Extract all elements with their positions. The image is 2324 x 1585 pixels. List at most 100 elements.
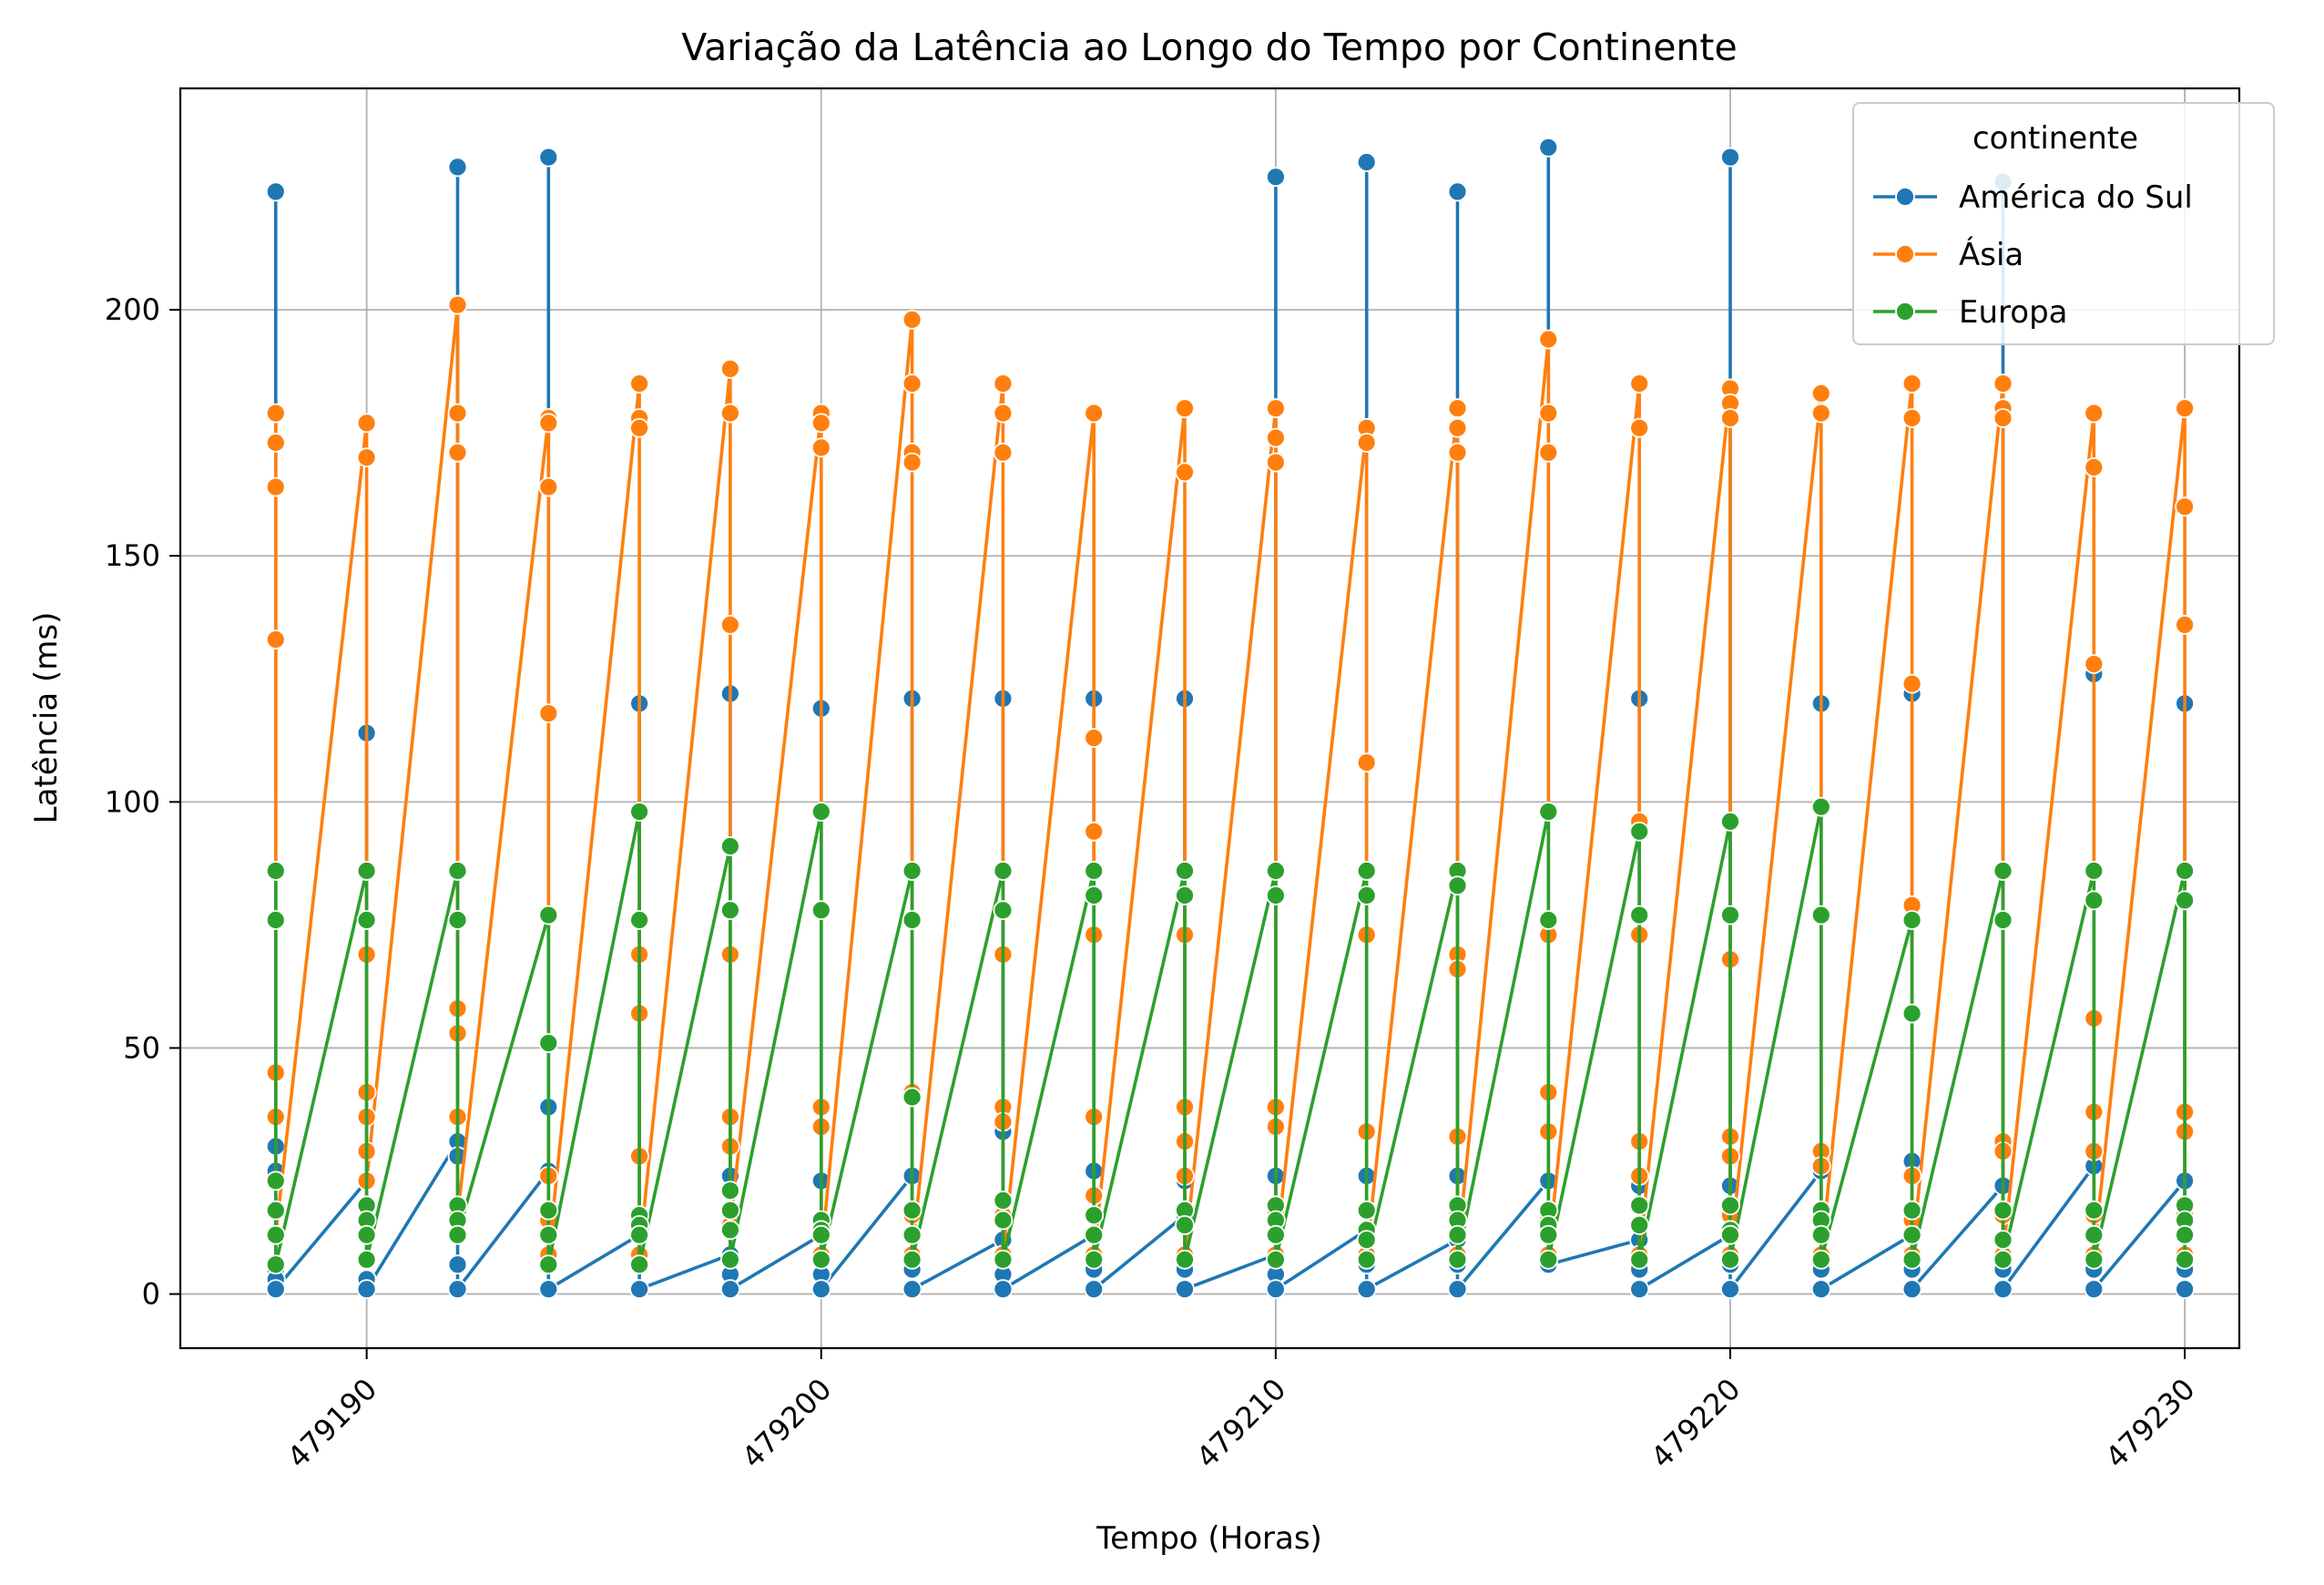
- data-point: [1266, 861, 1286, 881]
- data-point: [810, 413, 831, 434]
- series-2: [265, 796, 2196, 1275]
- data-point: [1447, 1279, 1468, 1300]
- data-point: [1810, 905, 1831, 925]
- data-point: [1993, 408, 2013, 428]
- data-point: [1084, 403, 1105, 424]
- data-point: [1266, 1249, 1286, 1270]
- data-point: [1084, 885, 1105, 905]
- data-point: [1720, 1195, 1740, 1216]
- data-point: [447, 1224, 468, 1245]
- data-point: [1266, 398, 1286, 419]
- legend-box: [1852, 102, 2275, 345]
- data-point: [2175, 1249, 2196, 1270]
- data-point: [1447, 1224, 1468, 1245]
- data-point: [1720, 1224, 1740, 1245]
- legend-label: Europa: [1959, 294, 2067, 331]
- data-point: [720, 1249, 740, 1270]
- data-point: [629, 1279, 649, 1300]
- data-point: [1084, 821, 1105, 842]
- data-point: [1266, 167, 1286, 188]
- data-point: [1266, 885, 1286, 905]
- data-point: [902, 861, 922, 881]
- data-point: [1720, 1249, 1740, 1270]
- data-point: [447, 1254, 468, 1275]
- data-point: [447, 403, 468, 424]
- data-point: [629, 1224, 649, 1245]
- data-point: [538, 1224, 559, 1245]
- data-point: [1993, 861, 2013, 881]
- data-point: [2175, 890, 2196, 911]
- data-point: [2084, 890, 2105, 911]
- data-point: [2084, 1224, 2105, 1245]
- legend-entry: América do Sul: [1873, 179, 2193, 216]
- data-point: [1175, 1215, 1195, 1235]
- data-point: [1538, 1249, 1559, 1270]
- data-point: [356, 413, 377, 434]
- legend: continente América do Sul Ásia Europa: [1852, 102, 2275, 345]
- data-point: [902, 452, 922, 473]
- data-point: [265, 433, 286, 453]
- legend-marker: [1895, 302, 1915, 322]
- data-point: [538, 703, 559, 723]
- data-point: [2175, 861, 2196, 881]
- data-point: [993, 1210, 1014, 1231]
- data-point: [810, 900, 831, 921]
- data-point: [1356, 1230, 1377, 1250]
- data-point: [265, 1171, 286, 1191]
- data-point: [1810, 1279, 1831, 1300]
- data-point: [629, 1254, 649, 1275]
- data-point: [1629, 905, 1650, 925]
- data-point: [1266, 427, 1286, 448]
- data-point: [902, 373, 922, 394]
- plot-frame: [178, 87, 2241, 1350]
- data-point: [265, 861, 286, 881]
- data-point: [1356, 433, 1377, 453]
- data-point: [720, 1181, 740, 1201]
- data-point: [1901, 1224, 1922, 1245]
- data-point: [1084, 1224, 1105, 1245]
- data-point: [902, 1279, 922, 1300]
- data-point: [993, 442, 1014, 463]
- data-point: [356, 1249, 377, 1270]
- data-point: [1175, 861, 1195, 881]
- data-point: [902, 1224, 922, 1245]
- data-point: [447, 910, 468, 930]
- data-point: [902, 1200, 922, 1221]
- data-point: [720, 1220, 740, 1241]
- data-point: [1356, 752, 1377, 772]
- data-point: [993, 861, 1014, 881]
- data-point: [1993, 910, 2013, 930]
- data-point: [810, 1279, 831, 1300]
- data-point: [810, 437, 831, 458]
- data-point: [447, 442, 468, 463]
- legend-marker: [1895, 244, 1915, 264]
- data-point: [1447, 1249, 1468, 1270]
- data-point: [1901, 1200, 1922, 1221]
- data-point: [810, 1249, 831, 1270]
- legend-marker: [1895, 187, 1915, 207]
- data-point: [2175, 615, 2196, 635]
- data-point: [1084, 861, 1105, 881]
- data-point: [1266, 1279, 1286, 1300]
- data-point: [1901, 408, 1922, 428]
- data-point: [1447, 398, 1468, 419]
- data-point: [810, 1224, 831, 1245]
- data-point: [538, 1254, 559, 1275]
- data-point: [1084, 728, 1105, 748]
- data-point: [1901, 673, 1922, 694]
- data-point: [1629, 1195, 1650, 1216]
- data-point: [1810, 1224, 1831, 1245]
- data-point: [1538, 910, 1559, 930]
- data-point: [720, 403, 740, 424]
- legend-entry: Europa: [1873, 294, 2067, 331]
- data-point: [2084, 457, 2105, 477]
- data-point: [265, 1254, 286, 1275]
- data-point: [1720, 905, 1740, 925]
- series-layer: [265, 137, 2196, 1300]
- data-point: [810, 802, 831, 822]
- legend-label: Ásia: [1959, 236, 2023, 273]
- data-point: [1356, 1200, 1377, 1221]
- data-point: [993, 900, 1014, 921]
- data-point: [1810, 796, 1831, 817]
